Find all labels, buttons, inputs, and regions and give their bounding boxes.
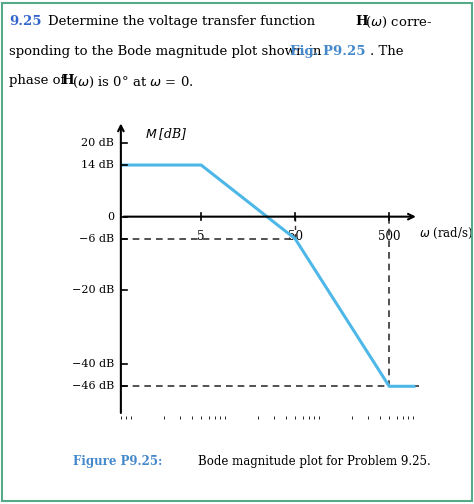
Text: Bode magnitude plot for Problem 9.25.: Bode magnitude plot for Problem 9.25. bbox=[198, 455, 431, 468]
Text: 5: 5 bbox=[197, 229, 205, 242]
Text: sponding to the Bode magnitude plot shown in: sponding to the Bode magnitude plot show… bbox=[9, 44, 326, 57]
Text: ($\omega$) is 0° at $\omega$ = 0.: ($\omega$) is 0° at $\omega$ = 0. bbox=[72, 75, 193, 90]
Text: H: H bbox=[356, 15, 368, 28]
Text: −46 dB: −46 dB bbox=[72, 382, 114, 391]
Text: phase of: phase of bbox=[9, 75, 70, 88]
Text: 500: 500 bbox=[378, 229, 401, 242]
Text: 20 dB: 20 dB bbox=[82, 138, 114, 148]
Text: Fig. P9.25: Fig. P9.25 bbox=[290, 44, 366, 57]
Text: $\omega$ (rad/s): $\omega$ (rad/s) bbox=[419, 226, 473, 241]
Text: ($\omega$) corre-: ($\omega$) corre- bbox=[365, 15, 433, 30]
Text: H: H bbox=[62, 75, 74, 88]
Text: 14 dB: 14 dB bbox=[82, 160, 114, 170]
Text: 9.25: 9.25 bbox=[9, 15, 42, 28]
Text: $M$ [dB]: $M$ [dB] bbox=[145, 126, 187, 142]
Text: −20 dB: −20 dB bbox=[72, 285, 114, 295]
Text: −40 dB: −40 dB bbox=[72, 359, 114, 369]
Text: . The: . The bbox=[370, 44, 404, 57]
Text: −6 dB: −6 dB bbox=[79, 234, 114, 244]
Text: 50: 50 bbox=[288, 229, 303, 242]
Text: Determine the voltage transfer function: Determine the voltage transfer function bbox=[48, 15, 319, 28]
Text: Figure P9.25:: Figure P9.25: bbox=[73, 455, 163, 468]
Text: 0: 0 bbox=[107, 212, 114, 222]
